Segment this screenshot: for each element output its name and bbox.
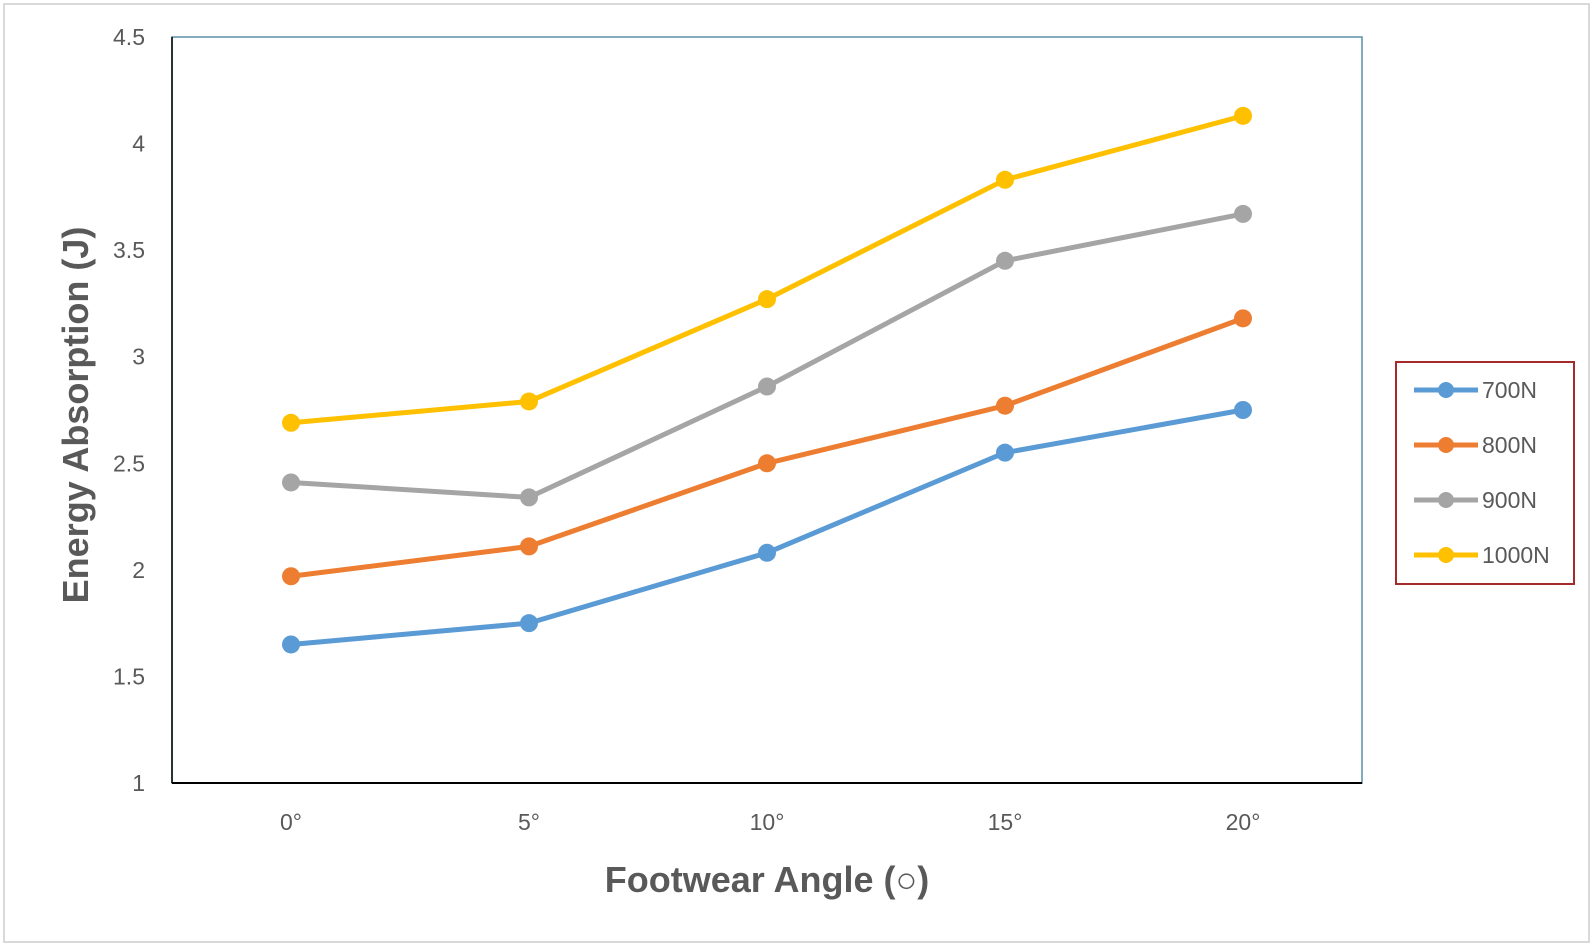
data-point bbox=[758, 454, 776, 473]
data-point bbox=[996, 443, 1014, 462]
y-tick-labels: 1 1.5 2 2.5 3 3.5 4 4.5 bbox=[113, 24, 145, 796]
series-lines bbox=[282, 106, 1252, 654]
data-point bbox=[520, 392, 538, 411]
y-tick-label: 3 bbox=[132, 344, 145, 370]
data-point bbox=[1234, 204, 1252, 223]
legend-swatch-marker bbox=[1438, 492, 1454, 508]
legend-swatch-marker bbox=[1438, 382, 1454, 398]
legend-item-800n: 800N bbox=[1414, 432, 1537, 458]
data-point bbox=[996, 396, 1014, 415]
legend-swatch-marker bbox=[1438, 437, 1454, 453]
data-point bbox=[1234, 106, 1252, 125]
x-tick-label: 10° bbox=[750, 809, 785, 835]
y-tick-label: 1.5 bbox=[113, 663, 145, 689]
y-tick-label: 3.5 bbox=[113, 237, 145, 263]
data-point bbox=[996, 170, 1014, 189]
data-point bbox=[520, 488, 538, 507]
series-line bbox=[288, 407, 1246, 647]
y-tick-label: 4 bbox=[132, 131, 145, 157]
data-point bbox=[758, 290, 776, 309]
series-1000n bbox=[282, 106, 1252, 432]
data-point bbox=[758, 377, 776, 396]
x-tick-labels: 0° 5° 10° 15° 20° bbox=[280, 809, 1260, 835]
data-point bbox=[282, 473, 300, 492]
legend-label: 900N bbox=[1482, 487, 1537, 513]
series-800n bbox=[282, 309, 1252, 586]
series-900n bbox=[282, 204, 1252, 507]
data-point bbox=[1234, 401, 1252, 419]
data-point bbox=[520, 537, 538, 556]
y-tick-label: 2 bbox=[132, 557, 145, 583]
data-point bbox=[996, 251, 1014, 270]
legend-item-700n: 700N bbox=[1414, 377, 1537, 403]
data-point bbox=[520, 614, 538, 633]
legend-label: 1000N bbox=[1482, 542, 1550, 568]
data-point bbox=[282, 567, 300, 586]
legend-label: 800N bbox=[1482, 432, 1537, 458]
x-axis-title: Footwear Angle (○) bbox=[605, 859, 929, 900]
legend-item-900n: 900N bbox=[1414, 487, 1537, 513]
x-tick-label: 5° bbox=[518, 809, 540, 835]
data-point bbox=[1234, 309, 1252, 328]
y-axis-title: Energy Absorption (J) bbox=[55, 227, 96, 604]
data-point bbox=[282, 635, 300, 654]
legend-swatch-marker bbox=[1438, 547, 1454, 563]
y-tick-label: 2.5 bbox=[113, 450, 145, 476]
legend: 700N 800N 900N 1000N bbox=[1395, 361, 1575, 585]
data-point bbox=[282, 413, 300, 432]
legend-item-1000n: 1000N bbox=[1414, 542, 1550, 568]
plot-area bbox=[171, 36, 1363, 784]
data-point bbox=[758, 543, 776, 562]
series-line bbox=[288, 315, 1246, 579]
y-tick-label: 1 bbox=[132, 770, 145, 796]
chart-frame bbox=[3, 3, 1590, 943]
series-line bbox=[288, 113, 1246, 426]
x-tick-label: 20° bbox=[1226, 809, 1261, 835]
legend-box bbox=[1395, 361, 1575, 585]
legend-label: 700N bbox=[1482, 377, 1537, 403]
y-tick-label: 4.5 bbox=[113, 24, 145, 50]
series-700n bbox=[282, 401, 1252, 654]
x-tick-label: 15° bbox=[988, 809, 1023, 835]
x-tick-label: 0° bbox=[280, 809, 302, 835]
